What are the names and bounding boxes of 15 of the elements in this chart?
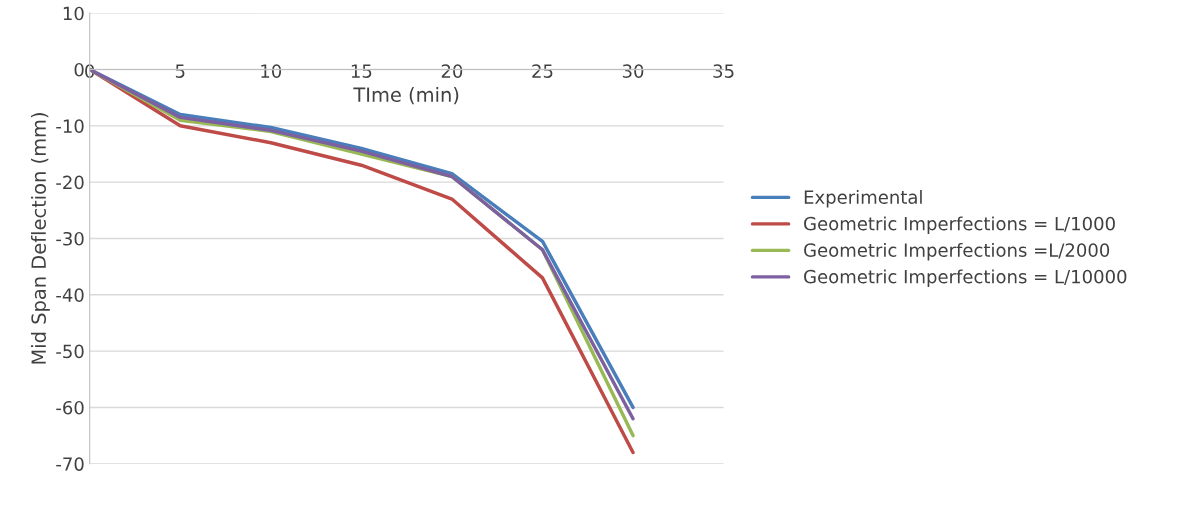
- legend-label: Geometric Imperfections =L/2000: [804, 242, 1110, 261]
- legend-label: Geometric Imperfections = L/10000: [804, 269, 1127, 287]
- legend-label: Geometric Imperfections = L/1000: [804, 216, 1115, 234]
- y-axis-title: Mid Span Deflection (mm): [30, 113, 50, 364]
- y-tick-label: 10: [63, 6, 84, 21]
- x-tick-label: 35: [713, 64, 734, 78]
- legend-label: Experimental: [804, 189, 922, 208]
- y-tick-label: -50: [56, 344, 84, 359]
- y-tick-label: -20: [56, 175, 84, 190]
- y-tick-label: -30: [56, 231, 84, 246]
- y-tick-label: -10: [56, 119, 84, 133]
- y-tick-label: -60: [56, 400, 84, 415]
- y-tick-label: -40: [56, 288, 84, 302]
- x-axis-title: TIme (min): [353, 86, 459, 105]
- y-tick-label: -70: [56, 457, 84, 471]
